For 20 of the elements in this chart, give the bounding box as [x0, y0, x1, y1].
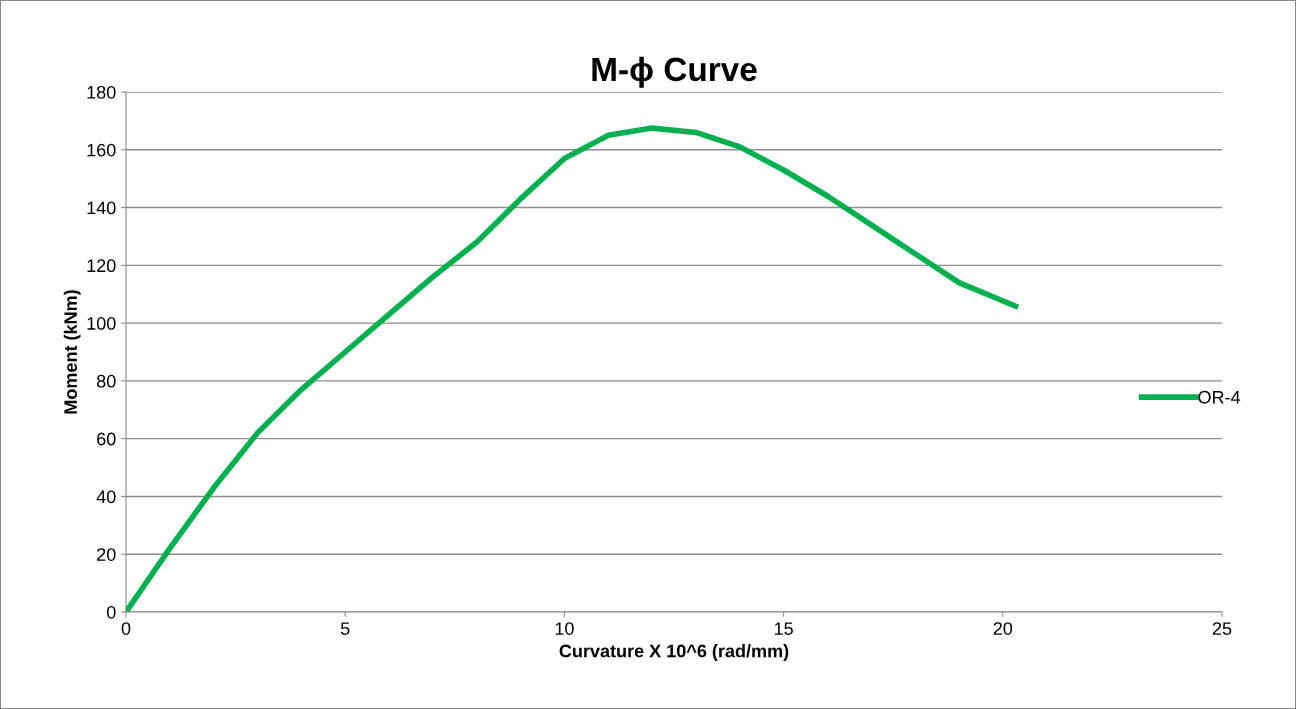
- y-tick-label: 100: [87, 317, 116, 330]
- x-axis-title: Curvature X 10^6 (rad/mm): [559, 644, 789, 661]
- y-tick-label: 0: [106, 605, 116, 619]
- legend-label: OR-4: [1198, 390, 1241, 404]
- y-tick-label: 60: [97, 432, 116, 446]
- y-tick-label: 20: [97, 548, 116, 561]
- x-tick-label: 20: [993, 622, 1013, 635]
- x-tick-label: 25: [1212, 622, 1232, 635]
- chart-title: M-ϕ Curve: [592, 56, 757, 88]
- x-tick-label: 15: [774, 622, 793, 635]
- y-axis-title: Moment (kNm): [63, 290, 81, 414]
- y-tick-label: 120: [87, 259, 116, 273]
- y-tick-label: 40: [96, 490, 116, 504]
- y-tick-label: 140: [87, 201, 116, 215]
- y-tick-label: 160: [87, 143, 116, 157]
- y-tick-label: 80: [96, 374, 116, 388]
- x-tick-label: 10: [555, 622, 574, 635]
- y-tick-label: 180: [87, 85, 116, 99]
- x-tick-label: 0: [121, 622, 131, 635]
- x-tick-label: 5: [340, 622, 350, 635]
